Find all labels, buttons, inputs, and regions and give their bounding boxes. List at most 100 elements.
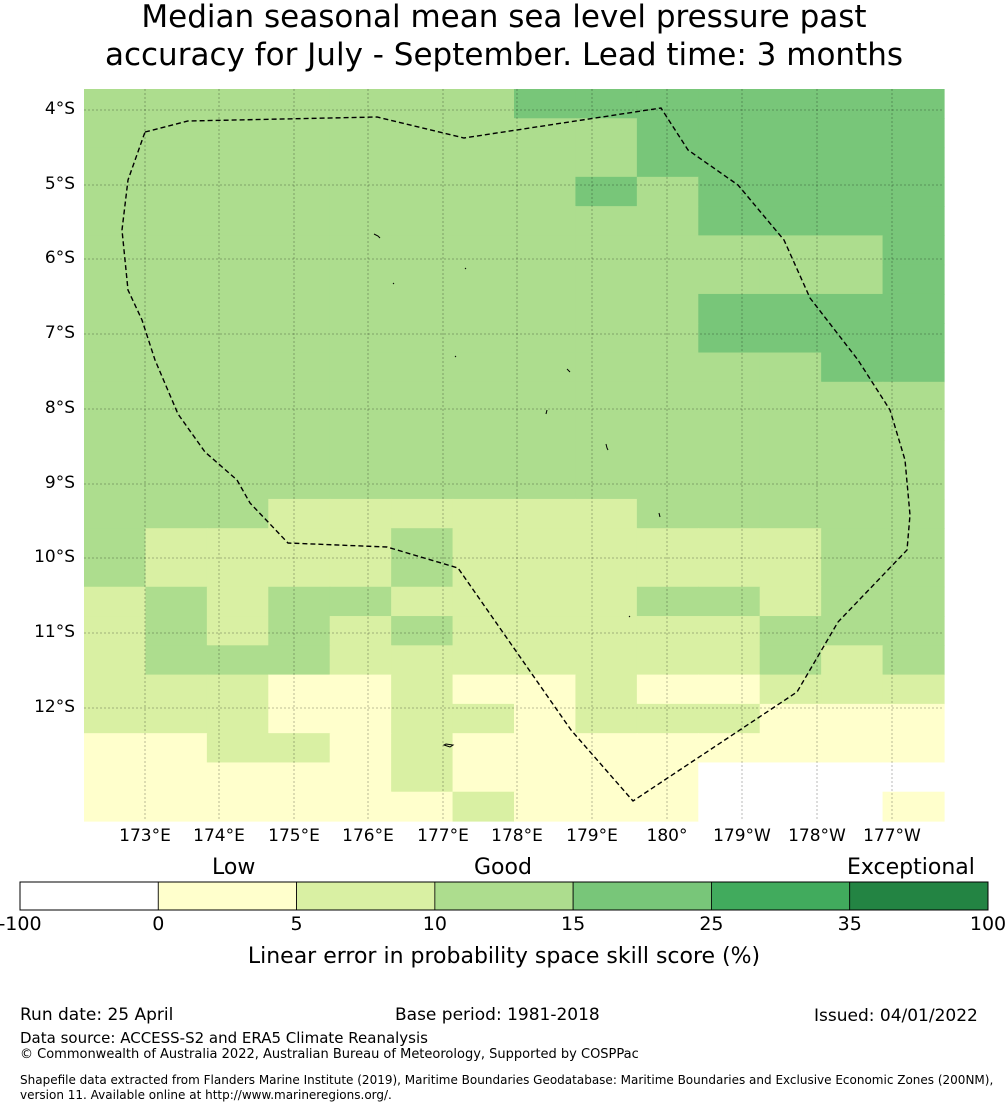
grid-cell xyxy=(84,616,147,646)
grid-cell xyxy=(514,586,577,617)
grid-cell xyxy=(575,381,638,412)
grid-cell xyxy=(759,498,822,529)
grid-cell xyxy=(698,674,761,705)
grid-cell xyxy=(329,762,392,793)
grid-cell xyxy=(84,235,147,266)
grid-cell xyxy=(145,557,208,588)
colorbar-tick-label: 15 xyxy=(561,913,586,935)
grid-cell xyxy=(698,293,761,324)
issued-date: Issued: 04/01/2022 xyxy=(814,1006,978,1026)
grid-cell xyxy=(882,674,945,705)
grid-cell xyxy=(84,762,147,793)
grid-cell xyxy=(145,616,208,646)
grid-cell xyxy=(636,733,699,764)
grid-cell xyxy=(698,411,761,441)
grid-cell xyxy=(391,703,454,734)
grid-cell xyxy=(514,733,577,764)
grid-cell xyxy=(84,528,147,559)
grid-cell xyxy=(391,293,454,324)
grid-cell xyxy=(452,176,515,207)
grid-cell xyxy=(391,89,454,119)
grid-cell xyxy=(759,733,822,764)
colorbar-bin xyxy=(434,881,574,911)
latitude-label: 5°S xyxy=(44,174,75,194)
grid-cell xyxy=(268,703,331,734)
grid-cell xyxy=(821,645,884,676)
grid-cell xyxy=(84,147,147,178)
grid-cell xyxy=(145,293,208,324)
grid-cell xyxy=(452,791,515,822)
grid-cell xyxy=(145,469,208,500)
grid-cell xyxy=(575,791,638,822)
grid-cell xyxy=(882,206,945,236)
grid-cell xyxy=(145,381,208,412)
island-outlines xyxy=(373,233,661,748)
grid-cell xyxy=(329,528,392,559)
grid-cell xyxy=(575,586,638,617)
grid-cell xyxy=(452,323,515,354)
colorbar-bin xyxy=(572,881,712,911)
run-date: Run date: 25 April xyxy=(20,1005,174,1025)
grid-cell xyxy=(268,323,331,354)
grid-cell xyxy=(882,703,945,734)
grid-cell xyxy=(882,411,945,441)
colorbar-tick-label: 35 xyxy=(837,913,862,935)
grid-cell xyxy=(391,264,454,295)
grid-cell xyxy=(329,674,392,705)
grid-cell xyxy=(268,235,331,266)
grid-cell xyxy=(636,89,699,119)
grid-cell xyxy=(882,323,945,354)
grid-cell xyxy=(268,176,331,207)
eez-boundary-line xyxy=(121,107,911,802)
grid-cell xyxy=(206,264,269,295)
grid-cell xyxy=(759,293,822,324)
colorbar-tick-label: 10 xyxy=(422,913,447,935)
grid-cell xyxy=(268,469,331,500)
grid-cell xyxy=(698,264,761,295)
grid-cell xyxy=(636,616,699,646)
grid-cell xyxy=(882,235,945,266)
grid-cell xyxy=(759,440,822,471)
colorbar-bin xyxy=(157,881,297,911)
grid-cell xyxy=(84,557,147,588)
grid-cell xyxy=(145,528,208,559)
grid-cell xyxy=(206,381,269,412)
island-outline xyxy=(545,409,548,415)
grid-cell xyxy=(514,206,577,236)
grid-cell xyxy=(575,264,638,295)
grid-cell xyxy=(206,411,269,441)
grid-cell xyxy=(882,352,945,383)
grid-cell xyxy=(821,323,884,354)
grid-cell xyxy=(329,235,392,266)
grid-cell xyxy=(636,703,699,734)
grid-cell xyxy=(452,411,515,441)
grid-cell xyxy=(514,118,577,149)
grid-cell xyxy=(452,118,515,149)
grid-cell xyxy=(84,498,147,529)
grid-cell xyxy=(206,323,269,354)
grid-cell xyxy=(391,645,454,676)
grid-cell xyxy=(391,206,454,236)
grid-cell xyxy=(759,264,822,295)
grid-cell xyxy=(145,498,208,529)
grid-cell xyxy=(329,645,392,676)
grid-cell xyxy=(759,616,822,646)
grid-cell xyxy=(268,264,331,295)
grid-cell xyxy=(575,147,638,178)
grid-cell xyxy=(882,89,945,119)
grid-cell xyxy=(514,89,577,119)
grid-cell xyxy=(452,352,515,383)
grid-cell xyxy=(698,176,761,207)
grid-cell xyxy=(391,791,454,822)
longitude-label: 180° xyxy=(646,826,688,846)
grid-cell xyxy=(514,528,577,559)
grid-cell xyxy=(329,616,392,646)
grid-cell xyxy=(329,469,392,500)
grid-cell xyxy=(821,762,884,793)
grid-cell xyxy=(882,791,945,822)
grid-cell xyxy=(636,352,699,383)
grid-cell xyxy=(882,147,945,178)
grid-cell xyxy=(391,674,454,705)
grid-cell xyxy=(575,352,638,383)
island-outline xyxy=(605,443,609,451)
